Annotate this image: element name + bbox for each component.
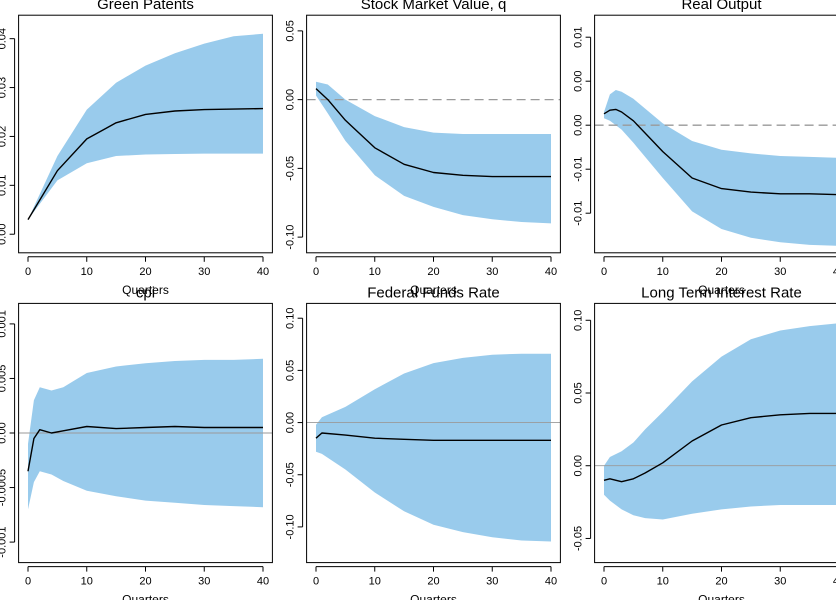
x-tick-label: 40 [833,266,836,278]
confidence-band [28,33,263,220]
x-axis-label: Quarters [698,283,745,297]
plot-frame [18,14,273,254]
x-tick-label: 30 [486,266,498,278]
chart-panel: 0 10 20 30 40-0.001-0.00050.000.0050.001cpiQ… [0,284,273,600]
impulse-response-line [27,425,263,472]
y-tick-label: -0.001 [0,526,9,557]
plot-frame [306,14,561,254]
x-axis-label: Quarters [410,283,457,297]
x-tick-label: 20 [715,576,727,588]
x-tick-label: 40 [545,576,557,588]
impulse-response-line [603,412,836,483]
panel-title: Long Term Interest Rate [641,284,802,301]
plot-frame [594,14,836,254]
impulse-response-line [315,432,551,441]
plot-frame [594,302,836,564]
x-tick-label: 10 [369,576,381,588]
y-tick-label: 0.00 [0,422,9,443]
y-tick-label: -0.05 [573,526,585,551]
x-tick-label: 40 [545,266,557,278]
y-tick-label: 0.10 [573,310,585,331]
x-axis-label: Quarters [122,593,169,600]
y-tick-label: 0.02 [0,126,9,147]
y-tick-label: 0.005 [0,365,9,393]
y-tick-label: 0.00 [573,70,585,91]
x-tick-label: 0 [313,266,319,278]
impulse-response-line [27,107,264,220]
y-tick-label: -0.0005 [0,469,9,506]
x-tick-label: 30 [774,266,786,278]
plot-frame [18,302,273,564]
x-tick-label: 30 [774,576,786,588]
y-tick-label: 0.01 [573,26,585,47]
chart-panel: 0 10 20 30 40 0.00 0.01 0.02 0.03 0.04 Green Paten… [0,0,273,297]
x-tick-label: 40 [257,266,269,278]
x-tick-label: 0 [601,266,607,278]
x-tick-label: 20 [715,266,727,278]
panel-title: Green Patents [97,0,194,13]
chart-panel: 0 10 20 30 40 -0.10 -0.05 0.00 0.05 Stock Market … [285,0,561,297]
x-tick-label: 40 [257,576,269,588]
y-tick-label: 0.05 [573,382,585,403]
confidence-band [316,81,551,224]
panel-title: Real Output [681,0,762,13]
confidence-band [604,90,836,246]
y-tick-label: 0.10 [285,308,297,329]
panel-title: Stock Market Value, q [361,0,507,13]
y-tick-label: -0.05 [285,462,297,487]
y-tick-label: -0.01 [573,201,585,226]
x-tick-label: 20 [427,266,439,278]
impulse-response-line [603,108,836,196]
y-tick-label: 0.04 [0,28,9,49]
plot-frame [306,302,561,564]
y-tick-label: 0.00 [573,455,585,476]
y-tick-label: -0.10 [285,514,297,539]
x-tick-label: 10 [81,576,93,588]
x-tick-label: 0 [313,576,319,588]
x-tick-label: 40 [833,576,836,588]
chart-panel: 0 10 20 30 40 -0.05 0.00 0.05 0.10 Long Term Inte… [573,284,836,600]
y-tick-label: 0.05 [285,20,297,41]
x-axis-label: Quarters [698,593,745,600]
confidence-band [28,358,263,510]
chart-panel: 0 10 20 30 40 -0.10 -0.05 0.00 0.05 0.10 Federal F… [285,284,561,600]
y-tick-label: -0.10 [285,225,297,250]
x-axis-label: Quarters [122,283,169,297]
x-tick-label: 0 [25,576,31,588]
y-tick-label: 0.00 [0,224,9,245]
panel-title: cpi [136,284,155,301]
y-tick-label: 0.001 [0,310,9,338]
y-tick-label: -0.05 [285,156,297,181]
x-tick-label: 0 [601,576,607,588]
confidence-band [604,323,836,520]
impulse-response-line [315,88,551,178]
x-axis-label: Quarters [410,593,457,600]
x-tick-label: 10 [369,266,381,278]
x-tick-label: 20 [139,266,151,278]
y-tick-label: 0.00 [285,412,297,433]
chart-panel: 0 10 20 30 40 -0.01 -0.01 0.00 0.00 0.01 Real Outp… [573,0,836,297]
x-tick-label: 10 [81,266,93,278]
x-tick-label: 10 [657,266,669,278]
x-tick-label: 30 [486,576,498,588]
x-tick-label: 30 [198,266,210,278]
y-tick-label: -0.01 [573,157,585,182]
panel-title: Federal Funds Rate [367,284,500,301]
x-tick-label: 10 [657,576,669,588]
y-tick-label: 0.01 [0,175,9,196]
x-tick-label: 30 [198,576,210,588]
y-tick-label: 0.00 [285,89,297,110]
y-tick-label: 0.05 [285,360,297,381]
x-tick-label: 20 [139,576,151,588]
x-tick-label: 0 [25,266,31,278]
x-tick-label: 20 [427,576,439,588]
y-tick-label: 0.00 [573,114,585,135]
y-tick-label: 0.03 [0,77,9,98]
confidence-band [316,353,551,542]
